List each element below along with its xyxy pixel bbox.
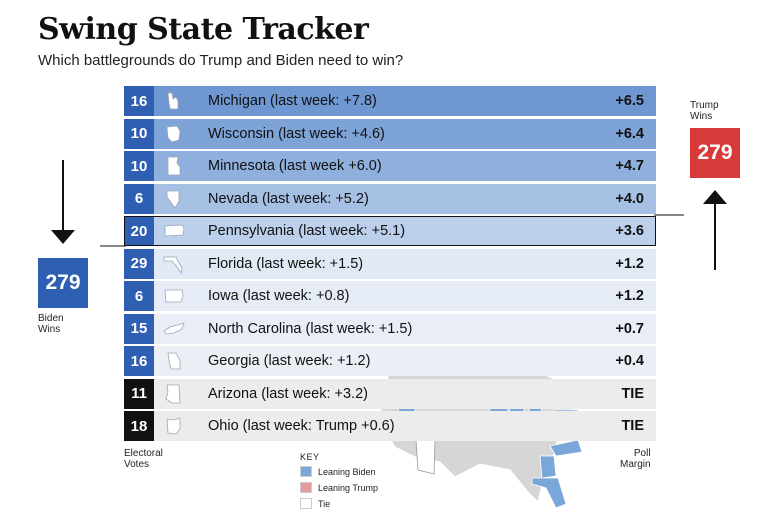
electoral-votes-cell: 15 [124, 313, 154, 344]
state-label: Florida (last week: +1.5) [208, 255, 364, 272]
electoral-votes-cell: 20 [124, 216, 154, 246]
florida-icon [154, 249, 194, 279]
poll-margin-cell: TIE [621, 385, 644, 402]
key-label: Leaning Biden [318, 466, 376, 477]
michigan-icon [154, 86, 194, 116]
electoral-votes-cell: 29 [124, 248, 154, 279]
poll-margin-cell: TIE [621, 418, 644, 434]
page-title: Swing State Tracker [38, 12, 369, 47]
state-label: Georgia (last week: +1.2) [208, 353, 371, 369]
key-item: Tie [300, 498, 378, 509]
north-carolina-icon [154, 314, 194, 344]
key-label: Leaning Trump [318, 482, 379, 493]
table-row: 16 Michigan (last week: +7.8) +6.5 [124, 86, 656, 116]
trump-wins-label: Trump Wins [690, 100, 719, 122]
iowa-icon [154, 281, 194, 311]
biden-down-arrow-icon [51, 160, 75, 244]
biden-wins-label: Biden Wins [38, 313, 64, 335]
key-swatch [300, 482, 312, 493]
state-label: Ohio (last week: Trump +0.6) [208, 418, 395, 434]
swing-state-table: 16 Michigan (last week: +7.8) +6.5 10 Wiscon… [124, 86, 656, 444]
state-label: Wisconsin (last week: +4.6) [208, 125, 385, 142]
poll-margin-cell: +4.7 [615, 158, 644, 174]
state-label: Minnesota (last week +6.0) [208, 158, 382, 174]
key-swatch [300, 498, 312, 509]
key-swatch [300, 466, 312, 477]
wisconsin-icon [154, 119, 194, 149]
poll-margin-cell: +6.5 [615, 93, 644, 109]
electoral-votes-cell: 18 [124, 411, 154, 441]
electoral-votes-cell: 6 [124, 183, 154, 214]
table-row: 16 Georgia (last week: +1.2) +0.4 [124, 346, 656, 376]
biden-count-badge: 279 [38, 258, 88, 308]
trump-up-arrow-icon [703, 190, 727, 270]
poll-margin-cell: +3.6 [615, 223, 644, 239]
table-row: 6 Iowa (last week: +0.8) +1.2 [124, 281, 656, 311]
minnesota-icon [154, 151, 194, 181]
georgia-icon [154, 346, 194, 376]
map-key: KEY Leaning Biden Leaning Trump Tie [300, 452, 378, 514]
electoral-votes-cell: 16 [124, 346, 154, 376]
table-row: 29 Florida (last week: +1.5) +1.2 [124, 248, 656, 279]
electoral-votes-cell: 6 [124, 281, 154, 311]
nevada-icon [154, 184, 194, 214]
poll-margin-cell: +1.2 [615, 288, 644, 304]
poll-margin-cell: +1.2 [615, 255, 644, 272]
poll-margin-cell: +6.4 [615, 125, 644, 142]
table-row: 6 Nevada (last week: +5.2) +4.0 [124, 183, 656, 214]
state-label: Pennsylvania (last week: +5.1) [208, 223, 406, 239]
poll-margin-cell: +0.7 [615, 320, 644, 337]
table-row: 10 Minnesota (last week +6.0) +4.7 [124, 151, 656, 181]
electoral-votes-cell: 16 [124, 86, 154, 116]
table-row: 10 Wisconsin (last week: +4.6) +6.4 [124, 118, 656, 149]
key-item: Leaning Trump [300, 482, 378, 493]
ohio-icon [154, 411, 194, 441]
key-label: Tie [318, 498, 331, 509]
key-item: Leaning Biden [300, 466, 378, 477]
table-row: 18 Ohio (last week: Trump +0.6) TIE [124, 411, 656, 441]
threshold-lines [100, 214, 684, 247]
table-row: 11 Arizona (last week: +3.2) TIE [124, 378, 656, 409]
electoral-votes-caption: Electoral Votes [124, 448, 163, 470]
key-title: KEY [300, 452, 320, 462]
page-subtitle: Which battlegrounds do Trump and Biden n… [38, 52, 404, 69]
poll-margin-caption: Poll Margin [620, 448, 651, 470]
arizona-icon [154, 379, 194, 409]
state-label: North Carolina (last week: +1.5) [208, 320, 413, 337]
poll-margin-cell: +4.0 [615, 190, 644, 207]
trump-count-badge: 279 [690, 128, 740, 178]
state-label: Nevada (last week: +5.2) [208, 190, 369, 207]
table-row: 20 Pennsylvania (last week: +5.1) +3.6 [124, 216, 656, 246]
state-label: Arizona (last week: +3.2) [208, 385, 368, 402]
electoral-votes-cell: 10 [124, 118, 154, 149]
electoral-votes-cell: 10 [124, 151, 154, 181]
pennsylvania-icon [154, 216, 194, 246]
electoral-votes-cell: 11 [124, 378, 154, 409]
state-label: Iowa (last week: +0.8) [208, 288, 350, 304]
state-label: Michigan (last week: +7.8) [208, 93, 377, 109]
table-row: 15 North Carolina (last week: +1.5) +0.7 [124, 313, 656, 344]
poll-margin-cell: +0.4 [615, 353, 644, 369]
